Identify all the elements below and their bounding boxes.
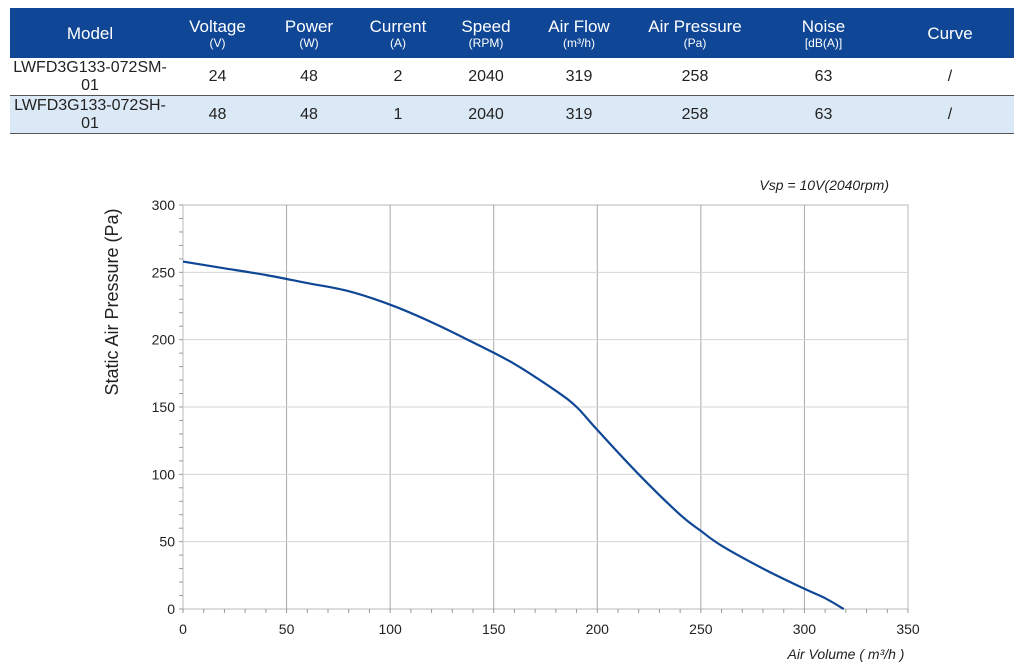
cell-current: 2	[353, 58, 443, 96]
y-tick-label: 300	[152, 197, 176, 213]
header-voltage: Voltage (V)	[170, 8, 265, 58]
y-tick-label: 200	[152, 332, 176, 348]
header-curve: Curve	[886, 8, 1014, 58]
x-tick-label: 300	[793, 621, 817, 637]
header-current: Current (A)	[353, 8, 443, 58]
header-unit: (W)	[299, 35, 319, 50]
y-tick-label: 50	[159, 534, 175, 550]
header-label: Current	[369, 16, 427, 36]
x-tick-label: 0	[179, 621, 187, 637]
header-noise: Noise [dB(A)]	[761, 8, 886, 58]
y-tick-label: 250	[152, 264, 176, 280]
series-line	[182, 260, 845, 610]
spec-table: Model Voltage (V) Power (W) Current (A) Spe…	[10, 8, 1014, 134]
table-row: LWFD3G133-072SH-01 48 48 1 2040 319 258 …	[10, 95, 1014, 134]
cell-air-flow: 319	[529, 95, 629, 134]
header-label: Air Pressure	[648, 16, 742, 36]
cell-voltage: 48	[170, 95, 265, 134]
header-label: Model	[66, 23, 114, 43]
header-power: Power (W)	[265, 8, 353, 58]
header-unit: (RPM)	[468, 35, 504, 50]
cell-air-pressure: 258	[629, 58, 761, 96]
header-air-pressure: Air Pressure (Pa)	[629, 8, 761, 58]
cell-curve: /	[886, 58, 1014, 96]
header-air-flow: Air Flow (m³/h)	[529, 8, 629, 58]
cell-curve: /	[886, 95, 1014, 134]
header-speed: Speed (RPM)	[443, 8, 529, 58]
cell-voltage: 24	[170, 58, 265, 96]
x-tick-label: 250	[689, 621, 713, 637]
y-tick-label: 100	[152, 466, 176, 482]
x-tick-label: 150	[482, 621, 506, 637]
cell-speed: 2040	[443, 95, 529, 134]
cell-noise: 63	[761, 95, 886, 134]
x-tick-label: 50	[279, 621, 295, 637]
header-unit: (Pa)	[683, 35, 707, 50]
table-header-row: Model Voltage (V) Power (W) Current (A) Spe…	[10, 8, 1014, 58]
cell-power: 48	[265, 95, 353, 134]
y-tick-label: 0	[167, 601, 175, 617]
header-unit: [dB(A)]	[804, 35, 843, 50]
cell-noise: 63	[761, 58, 886, 96]
header-unit: (m³/h)	[563, 35, 595, 50]
cell-model: LWFD3G133-072SM-01	[10, 58, 170, 96]
cell-model: LWFD3G133-072SH-01	[10, 95, 170, 134]
header-unit: (V)	[209, 35, 226, 50]
cell-current: 1	[353, 95, 443, 134]
x-tick-label: 350	[896, 621, 920, 637]
x-tick-label: 200	[586, 621, 610, 637]
cell-air-flow: 319	[529, 58, 629, 96]
header-label: Power	[284, 16, 334, 36]
cell-air-pressure: 258	[629, 95, 761, 134]
table-row: LWFD3G133-072SM-01 24 48 2 2040 319 258 …	[10, 58, 1014, 96]
header-label: Curve	[927, 23, 973, 43]
header-model: Model	[10, 8, 170, 58]
x-axis-label: Air Volume ( m³/h )	[787, 646, 905, 662]
chart-annotation: Vsp = 10V(2040rpm)	[759, 177, 889, 193]
header-label: Air Flow	[548, 16, 610, 36]
header-label: Noise	[801, 16, 846, 36]
header-label: Voltage	[189, 16, 246, 36]
x-tick-label: 100	[378, 621, 402, 637]
y-tick-label: 150	[152, 399, 176, 415]
header-unit: (A)	[390, 35, 406, 50]
cell-speed: 2040	[443, 58, 529, 96]
header-label: Speed	[461, 16, 511, 36]
cell-power: 48	[265, 58, 353, 96]
y-axis-label: Static Air Pressure (Pa)	[102, 208, 122, 395]
